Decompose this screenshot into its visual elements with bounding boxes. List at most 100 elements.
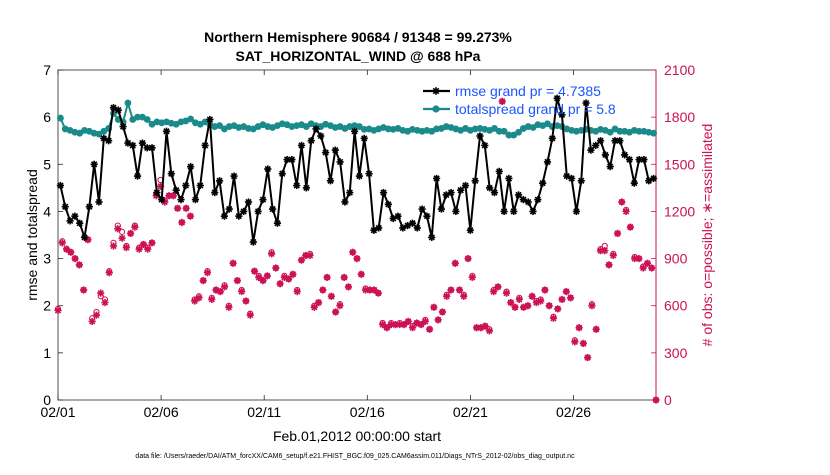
spread-point (216, 122, 223, 130)
x-tick-label: 02/11 (247, 404, 281, 420)
rmse-point (196, 181, 204, 190)
rmse-point (254, 207, 262, 216)
obs-assimilated-point (447, 286, 455, 294)
rmse-point (297, 141, 306, 150)
obs-assimilated-point (58, 239, 66, 247)
obs-assimilated-point (426, 325, 434, 333)
y-left-tick-label: 5 (43, 156, 51, 172)
obs-assimilated-point (97, 289, 105, 297)
obs-assimilated-point (174, 204, 182, 212)
rmse-point (514, 191, 523, 199)
obs-assimilated-point (92, 311, 101, 319)
obs-assimilated-point (460, 292, 468, 300)
rmse-point (114, 106, 122, 114)
y-right-tick-label: 300 (664, 345, 688, 361)
y-right-tick-label: 1500 (664, 156, 695, 172)
rmse-point (481, 141, 489, 150)
obs-assimilated-point (451, 259, 459, 267)
rmse-point (466, 226, 474, 234)
obs-assimilated-point (323, 273, 331, 282)
y-left-tick-label: 6 (43, 109, 51, 125)
obs-assimilated-point (575, 324, 583, 332)
rmse-point (182, 181, 190, 190)
obs-assimilated-point (297, 256, 306, 264)
rmse-point (105, 137, 113, 145)
rmse-point (379, 188, 388, 197)
rmse-point (452, 207, 460, 216)
y-left-tick-label: 2 (43, 298, 51, 314)
rmse-point (649, 174, 658, 183)
y-axis-right-label: # of obs: o=possible; ∗=assimilated (699, 124, 715, 347)
legend-marker-rmse (432, 87, 440, 95)
obs-assimilated-point (626, 223, 634, 231)
obs-assimilated-point (327, 292, 335, 300)
rmse-point (640, 155, 648, 164)
rmse-point (592, 141, 600, 150)
x-tick-label: 02/01 (40, 404, 75, 420)
spread-series (57, 99, 657, 139)
rmse-point (346, 188, 354, 197)
obs-assimilated-point (643, 259, 652, 267)
obs-assimilated-point (515, 295, 523, 304)
obs-assimilated-point (421, 317, 429, 326)
spread-point (635, 127, 643, 135)
spread-point (134, 113, 141, 121)
rmse-point (587, 146, 595, 154)
obs-assimilated-point (246, 311, 254, 319)
rmse-point (625, 155, 634, 164)
obs-assimilated-point (349, 248, 357, 256)
obs-assimilated-point (80, 286, 88, 294)
rmse-point (211, 188, 219, 197)
rmse-point (162, 127, 171, 135)
rmse-point (249, 238, 257, 246)
rmse-point (341, 198, 349, 206)
obs-assimilated-point (443, 292, 451, 300)
rmse-point (510, 207, 518, 216)
obs-assimilated-point (259, 276, 267, 285)
obs-assimilated-point (71, 254, 79, 263)
rmse-point (293, 181, 301, 190)
obs-assimilated-point (468, 273, 476, 282)
rmse-point (601, 151, 609, 159)
rmse-point (635, 155, 643, 164)
spread-point (124, 99, 132, 107)
y-axis-right: 0 300 600 900 1200 1500 1800 2100 (651, 62, 695, 408)
rmse-point (283, 155, 291, 164)
obs-assimilated-point (613, 229, 622, 238)
obs-assimilated-point (455, 286, 464, 294)
obs-assimilated-point (566, 294, 575, 302)
rmse-point (548, 134, 556, 142)
obs-assimilated-point (344, 283, 353, 291)
obs-assimilated-point (374, 289, 382, 297)
rmse-point (191, 196, 200, 204)
obs-assimilated-point (332, 308, 340, 316)
obs-assimilated-point (203, 269, 212, 277)
obs-assimilated-point (122, 243, 130, 252)
rmse-point (240, 207, 248, 216)
rmse-point (85, 203, 93, 211)
obs-assimilated-point (293, 287, 301, 296)
obs-assimilated-point (182, 204, 190, 212)
obs-assimilated-point (494, 283, 502, 291)
rmse-point (413, 224, 421, 232)
spread-point (143, 116, 151, 123)
obs-assimilated-point (579, 339, 587, 348)
rmse-point (543, 158, 552, 166)
rmse-point (539, 179, 547, 187)
legend-label-rmse: rmse grand pr = 4.7385 (455, 83, 601, 99)
obs-assimilated-point (584, 353, 592, 362)
spread-point (505, 131, 513, 139)
rmse-point (505, 174, 513, 183)
rmse-point (534, 196, 542, 204)
rmse-point (95, 198, 103, 206)
obs-assimilated-point (285, 275, 293, 283)
rmse-point (312, 125, 320, 133)
rmse-point (375, 224, 383, 232)
rmse-point (187, 163, 195, 171)
obs-assimilated-point (139, 240, 148, 249)
obs-assimilated-point (118, 234, 126, 242)
obs-assimilated-point (267, 250, 276, 258)
obs-assimilated-point (430, 303, 438, 311)
obs-assimilated-point (233, 276, 241, 285)
